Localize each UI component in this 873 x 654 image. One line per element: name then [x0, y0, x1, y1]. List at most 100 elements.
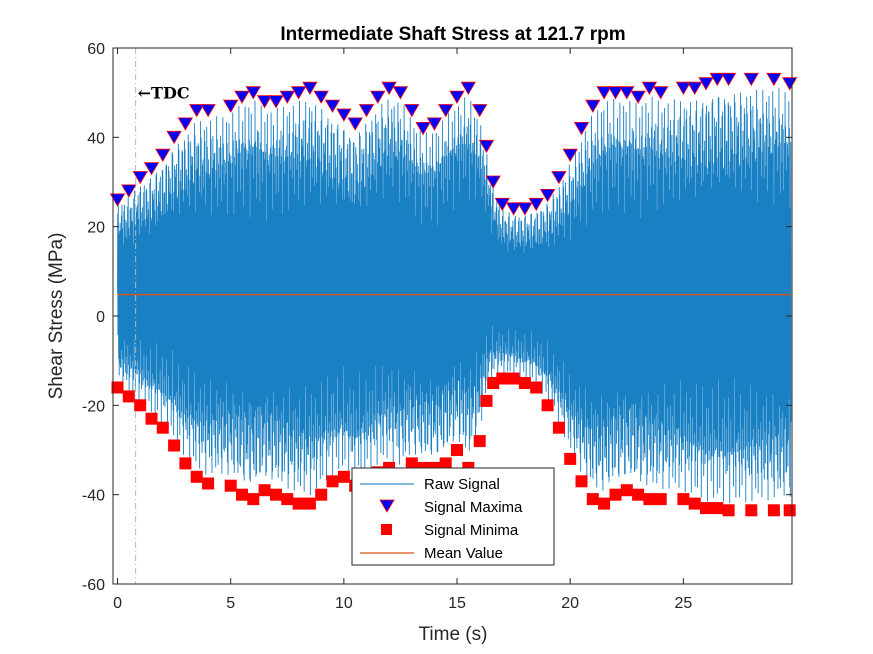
y-tick-label: 60	[87, 41, 105, 58]
plot-area: ←TDC	[109, 47, 798, 585]
minima-marker	[541, 399, 554, 412]
minima-marker	[247, 493, 260, 506]
maxima-marker	[177, 117, 194, 131]
minima-marker	[480, 394, 493, 407]
maxima-marker	[302, 81, 318, 95]
y-tick-label: 20	[87, 220, 105, 237]
minima-marker	[224, 479, 237, 492]
maxima-marker	[460, 81, 476, 95]
minima-marker	[530, 381, 543, 394]
maxima-marker	[653, 86, 669, 100]
chart-title: Intermediate Shaft Stress at 121.7 rpm	[280, 24, 625, 45]
maxima-marker	[132, 171, 148, 185]
maxima-marker	[709, 72, 725, 87]
maxima-marker	[268, 95, 284, 109]
maxima-marker	[313, 90, 329, 104]
legend-raw-signal-label: Raw Signal	[424, 476, 500, 493]
minima-marker	[767, 504, 780, 517]
maxima-marker	[256, 95, 273, 109]
x-tick-label: 20	[561, 595, 579, 612]
maxima-marker	[189, 104, 205, 118]
minima-marker	[122, 390, 135, 403]
maxima-marker	[358, 104, 375, 118]
y-tick-label: 40	[87, 130, 105, 147]
maxima-marker	[200, 104, 216, 118]
x-tick-label: 25	[674, 595, 692, 612]
maxima-marker	[370, 90, 386, 104]
signal-minima-series	[111, 372, 796, 517]
maxima-marker	[517, 202, 533, 216]
maxima-marker	[630, 90, 646, 104]
maxima-marker	[143, 162, 160, 176]
minima-marker	[156, 421, 169, 434]
x-tick-label: 0	[113, 595, 122, 612]
legend-mean-label: Mean Value	[424, 545, 503, 562]
y-tick-label: 0	[96, 309, 105, 326]
minima-marker	[620, 484, 633, 497]
minima-marker	[281, 493, 294, 506]
maxima-marker	[743, 72, 759, 87]
minima-marker	[202, 477, 215, 490]
maxima-marker	[485, 175, 501, 189]
x-axis-ticks: 0 5 10 15 20 25	[113, 48, 692, 612]
maxima-marker	[607, 86, 624, 100]
maxima-marker	[766, 72, 782, 87]
signal-maxima-series	[109, 72, 798, 216]
x-tick-label: 5	[226, 595, 235, 612]
x-tick-label: 15	[448, 595, 466, 612]
maxima-marker	[438, 104, 454, 118]
minima-marker	[518, 377, 531, 389]
maxima-marker	[415, 122, 431, 136]
maxima-marker	[528, 197, 544, 212]
maxima-marker	[573, 122, 590, 136]
maxima-marker	[698, 77, 714, 91]
minima-marker	[654, 493, 667, 506]
maxima-marker	[687, 81, 703, 95]
minima-marker	[190, 470, 203, 483]
minima-marker	[451, 444, 463, 456]
minima-marker	[326, 475, 339, 488]
minima-marker	[643, 493, 656, 506]
minima-marker	[564, 452, 577, 465]
minima-marker	[711, 502, 724, 515]
minima-marker	[700, 502, 712, 515]
tdc-annotation: ←TDC	[135, 48, 190, 584]
maxima-marker	[426, 117, 443, 131]
minima-marker	[473, 435, 486, 448]
y-tick-label: -20	[82, 398, 105, 415]
minima-marker	[405, 457, 418, 470]
y-axis-label: Shear Stress (MPa)	[46, 233, 67, 400]
legend-maxima-label: Signal Maxima	[424, 499, 523, 516]
maxima-marker	[155, 148, 171, 162]
maxima-marker	[675, 81, 692, 95]
minima-marker	[134, 399, 147, 412]
x-axis-label: Time (s)	[419, 624, 488, 645]
x-tick-label: 10	[335, 595, 353, 612]
maxima-marker	[336, 108, 352, 122]
minima-marker	[111, 381, 124, 394]
maxima-marker	[585, 99, 601, 113]
minima-marker	[507, 372, 520, 385]
minima-marker	[292, 497, 305, 510]
minima-marker	[586, 493, 599, 506]
maxima-marker	[641, 81, 658, 95]
maxima-marker	[347, 117, 363, 131]
maxima-marker	[404, 104, 420, 118]
minima-marker	[496, 372, 509, 385]
maxima-marker	[478, 139, 495, 154]
legend-maxima-swatch	[379, 499, 395, 513]
maxima-marker	[245, 86, 261, 100]
maxima-marker	[720, 72, 737, 87]
minima-marker	[722, 504, 735, 517]
maxima-marker	[234, 90, 250, 104]
minima-marker	[575, 475, 588, 488]
raw-signal-line	[117, 88, 792, 504]
minima-marker	[745, 504, 758, 517]
minima-marker	[552, 421, 565, 434]
minima-marker	[145, 412, 158, 425]
maxima-marker	[619, 86, 635, 100]
legend-minima-swatch	[381, 524, 392, 535]
minima-marker	[677, 493, 690, 506]
minima-marker	[236, 488, 248, 501]
minima-marker	[439, 457, 452, 470]
